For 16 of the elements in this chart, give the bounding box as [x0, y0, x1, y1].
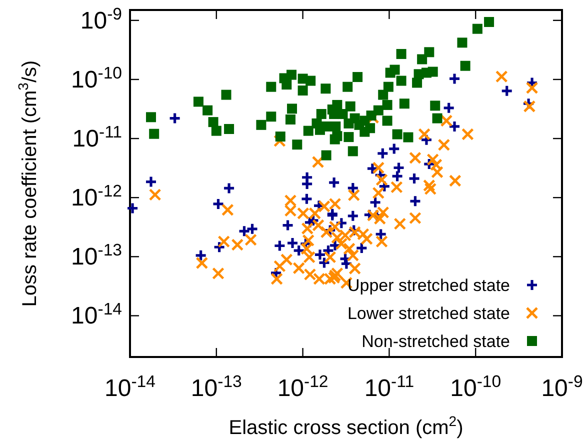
y-tick-label: 10$^{-10}$ — [71, 62, 122, 94]
legend-label: Non-stretched state — [362, 332, 510, 351]
y-tick-label: 10$^{-11}$ — [72, 122, 122, 153]
legend-label: Lower stretched state — [347, 304, 510, 323]
x-tick-label: 10$^{-10}$ — [450, 372, 502, 402]
y-tick-label: 10$^{-9}$ — [80, 4, 122, 34]
x-axis-title: Elastic cross section (cm$^{2}$) — [228, 413, 464, 439]
x-tick-label: 10$^{-14}$ — [104, 372, 156, 402]
x-tick-label: 10$^{-12}$ — [277, 372, 328, 402]
x-tick-label: 10$^{-11}$ — [364, 372, 414, 402]
legend-label: Upper stretched state — [347, 276, 510, 295]
y-tick-label: 10$^{-12}$ — [71, 181, 122, 212]
x-tick-label: 10$^{-13}$ — [190, 372, 242, 402]
x-tick-label: 10$^{-9}$ — [541, 372, 583, 402]
y-tick-label: 10$^{-14}$ — [71, 299, 122, 330]
y-tick-label: 10$^{-13}$ — [71, 240, 122, 271]
